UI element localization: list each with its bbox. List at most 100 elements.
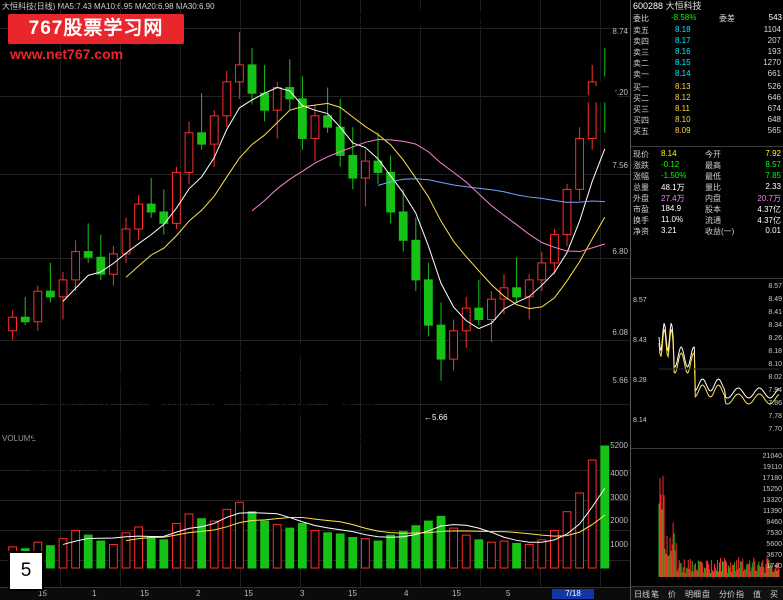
order-price: 8.16 (675, 47, 691, 56)
logo-url: www.net767.com (10, 46, 123, 62)
quote-tab[interactable]: 指 (736, 589, 744, 600)
order-volume: 207 (768, 36, 781, 45)
price-y-tick: 6.08 (612, 328, 628, 337)
volume-y-tick: 5200 (610, 441, 628, 450)
ask-diff-value: 543 (769, 13, 782, 22)
field-value: 3.21 (661, 226, 677, 235)
order-volume: 526 (768, 82, 781, 91)
x-tick: 15 (140, 589, 149, 598)
intraday-volume-tick: 21040 (763, 453, 782, 460)
order-side: 买三 (633, 104, 649, 115)
order-price: 8.18 (675, 25, 691, 34)
field-value2: 4.37亿 (757, 204, 781, 215)
order-price: 8.13 (675, 82, 691, 91)
order-book-row[interactable]: 买三 8.11 674 (631, 104, 783, 115)
field-value2: 7.92 (765, 149, 781, 158)
intraday-volume-tick: 13320 (763, 497, 782, 504)
x-tick: 4 (404, 589, 408, 598)
field-value: 11.0% (661, 215, 683, 224)
intraday-y-tick: 8.49 (768, 296, 782, 303)
stock-name: 大恒科技 (666, 1, 702, 11)
intraday-volume-tick: 1740 (766, 563, 782, 570)
ask-diff-label: 委差 (719, 13, 735, 24)
intraday-volume-tick: 15250 (763, 486, 782, 493)
field-value: 184.9 (661, 204, 681, 213)
order-book-row[interactable]: 卖五 8.18 1104 (631, 25, 783, 36)
intraday-y-tick: 7.86 (768, 400, 782, 407)
field-label2: 流通 (705, 215, 721, 226)
intraday-y-tick: 8.41 (768, 309, 782, 316)
quote-header: 600288 大恒科技 (631, 0, 783, 12)
order-book-row[interactable]: 买五 8.09 565 (631, 126, 783, 137)
quote-tab[interactable]: 日线 (634, 589, 650, 600)
intraday-y-tick-left: 8.43 (633, 337, 647, 344)
quote-field-row: 总量 48.1万 量比 2.33 (631, 182, 783, 193)
order-book-row[interactable]: 买二 8.12 646 (631, 93, 783, 104)
field-label: 现价 (633, 149, 649, 160)
field-label: 总量 (633, 182, 649, 193)
intraday-chart[interactable]: 8.57 8.49 8.41 8.34 8.26 8.18 8.10 8.02 7.94 7.86… (631, 278, 783, 449)
quote-field-row: 涨跌 -0.12 最高 8.57 (631, 160, 783, 171)
logo-bar: 767股票学习网 (8, 14, 184, 44)
quote-subheader: 委比 -8.58% 委差 543 (631, 13, 783, 24)
order-book-row[interactable]: 卖四 8.17 207 (631, 36, 783, 47)
intraday-y-tick: 8.57 (768, 283, 782, 290)
quote-tab[interactable]: 明细 (685, 589, 701, 600)
field-value2: 4.37亿 (757, 215, 781, 226)
screenshot-root: 大恒科技(日线) MA5:7.43 MA10:6.95 MA20:6.98 MA… (0, 0, 783, 600)
field-label2: 最高 (705, 160, 721, 171)
order-side: 买一 (633, 82, 649, 93)
field-value: -1.50% (661, 171, 686, 180)
volume-y-tick: 1000 (610, 540, 628, 549)
field-value2: 20.7万 (757, 193, 781, 204)
field-value: 8.14 (661, 149, 677, 158)
logo-title: 767股票学习网 (8, 14, 184, 44)
x-tick: 15 (244, 589, 253, 598)
quote-tab[interactable]: 分价 (719, 589, 735, 600)
intraday-volume-chart[interactable]: 21040 19110 17180 15250 13320 11390 9460 7530 56… (631, 448, 783, 587)
order-book-row[interactable]: 卖一 8.14 661 (631, 69, 783, 80)
intraday-y-tick: 8.26 (768, 335, 782, 342)
x-tick: 3 (300, 589, 304, 598)
quote-tab[interactable]: 盘 (702, 589, 710, 600)
price-y-tick: 8.74 (612, 27, 628, 36)
intraday-volume-tick: 9460 (766, 519, 782, 526)
quote-tab[interactable]: 买 (770, 589, 778, 600)
field-value: 48.1万 (661, 182, 685, 193)
volume-y-tick: 4000 (610, 469, 628, 478)
order-side: 卖三 (633, 47, 649, 58)
quote-field-row: 换手 11.0% 流通 4.37亿 (631, 215, 783, 226)
price-y-tick: 8.20 (612, 88, 628, 97)
field-label: 换手 (633, 215, 649, 226)
quote-tab[interactable]: 价 (668, 589, 676, 600)
field-label2: 内盘 (705, 193, 721, 204)
x-axis: 15 1 15 2 15 3 15 4 15 5 7/18 (0, 587, 630, 600)
quote-tab[interactable]: 笔 (651, 589, 659, 600)
field-label2: 最低 (705, 171, 721, 182)
chart-pane[interactable]: 大恒科技(日线) MA5:7.43 MA10:6.95 MA20:6.98 MA… (0, 0, 630, 600)
intraday-y-tick: 7.70 (768, 426, 782, 433)
field-value2: 2.33 (765, 182, 781, 191)
field-value: 27.4万 (661, 193, 685, 204)
order-volume: 646 (768, 93, 781, 102)
order-book-row[interactable]: 卖二 8.15 1270 (631, 58, 783, 69)
quote-field-row: 净资 3.21 收益(一) 0.01 (631, 226, 783, 237)
order-side: 卖四 (633, 36, 649, 47)
order-book-row[interactable]: 卖三 8.16 193 (631, 47, 783, 58)
quote-field-row: 现价 8.14 今开 7.92 (631, 149, 783, 160)
order-book-row[interactable]: 买四 8.10 648 (631, 115, 783, 126)
field-label2: 量比 (705, 182, 721, 193)
quote-panel[interactable]: 600288 大恒科技 委比 -8.58% 委差 543 卖五 8.18 1104 卖… (630, 0, 783, 600)
order-price: 8.12 (675, 93, 691, 102)
intraday-volume-tick: 17180 (763, 475, 782, 482)
annotation-headline: 市场力量导致惯性冲高 (305, 4, 485, 29)
intraday-y-tick-left: 8.28 (633, 377, 647, 384)
order-book-row[interactable]: 买一 8.13 526 (631, 82, 783, 93)
quote-footer-tabs[interactable]: 日线笔价明细盘分价指值买 (631, 586, 783, 600)
field-label2: 收益(一) (705, 226, 734, 237)
order-volume: 193 (768, 47, 781, 56)
order-volume: 1104 (764, 25, 781, 34)
bid-ratio-value: -8.58% (671, 13, 696, 22)
quote-tab[interactable]: 值 (753, 589, 761, 600)
intraday-volume-tick: 7530 (766, 530, 782, 537)
